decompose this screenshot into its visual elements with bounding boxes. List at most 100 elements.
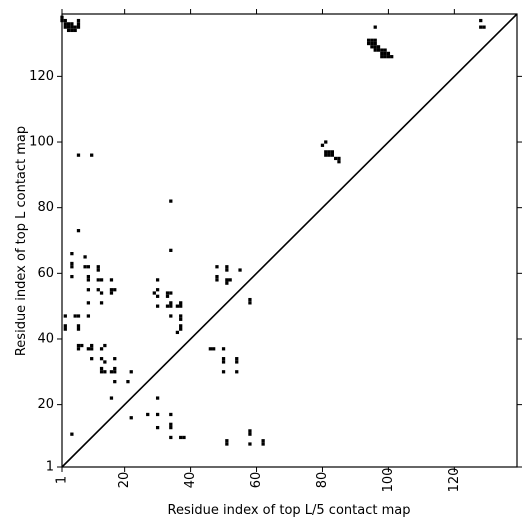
contact-point — [99, 301, 104, 305]
contact-point — [366, 41, 371, 46]
y-tick-label: 20 — [37, 397, 54, 412]
contact-point — [175, 330, 180, 335]
contact-point — [99, 366, 104, 371]
contact-point — [366, 38, 371, 42]
contact-point — [155, 396, 160, 400]
contact-point — [248, 297, 252, 302]
contact-point — [66, 28, 71, 33]
contact-point — [86, 274, 91, 279]
contact-point — [155, 412, 160, 417]
contact-point — [324, 153, 328, 157]
contact-point — [380, 48, 384, 52]
contact-point — [179, 435, 183, 440]
contact-point — [221, 347, 226, 351]
contact-point — [169, 314, 173, 318]
contact-point — [182, 435, 186, 440]
y-tick-label: 80 — [37, 200, 54, 215]
y-axis-label: Residue index of top L contact map — [14, 126, 29, 356]
contact-point — [76, 153, 81, 157]
contact-point — [96, 278, 100, 282]
contact-point — [80, 343, 84, 348]
contact-point — [90, 347, 94, 351]
contact-point — [96, 288, 100, 292]
contact-point — [334, 156, 338, 161]
contact-point — [383, 51, 387, 56]
contact-point — [248, 429, 252, 433]
contact-point — [99, 278, 104, 282]
contact-point — [373, 25, 377, 29]
contact-point — [165, 291, 170, 295]
contact-point — [70, 25, 74, 29]
contact-point — [337, 160, 341, 164]
contact-point — [225, 268, 229, 272]
contact-point — [169, 248, 173, 252]
contact-point — [63, 25, 67, 29]
contact-point — [225, 278, 229, 282]
contact-point — [324, 150, 328, 154]
contact-point — [376, 48, 381, 52]
contact-point — [103, 370, 107, 374]
contact-point — [113, 357, 117, 361]
contact-point — [63, 314, 67, 318]
contact-point — [76, 229, 81, 233]
y-tick-label: 1 — [46, 460, 54, 475]
contact-point — [179, 324, 183, 328]
contact-point — [86, 288, 91, 292]
contact-point — [169, 304, 173, 308]
contact-point — [337, 156, 341, 161]
contact-point — [248, 432, 252, 436]
contact-point — [109, 288, 114, 292]
contact-point — [103, 343, 107, 348]
contact-point — [479, 18, 483, 23]
contact-point — [99, 291, 104, 295]
contact-point — [225, 265, 229, 269]
contact-point — [370, 38, 374, 42]
contact-point — [76, 22, 81, 26]
contact-point — [390, 55, 394, 59]
contact-point — [129, 416, 133, 420]
contact-point — [169, 425, 173, 430]
contact-point — [113, 288, 117, 292]
contact-point — [179, 317, 183, 321]
contact-point — [83, 265, 87, 269]
contact-point — [66, 25, 71, 29]
contact-point — [76, 324, 81, 328]
contact-point — [169, 301, 173, 305]
contact-point — [376, 45, 381, 49]
contact-point — [126, 380, 130, 384]
contact-point — [169, 291, 173, 295]
contact-point — [169, 199, 173, 203]
contact-point — [70, 432, 74, 436]
contact-point — [330, 150, 334, 154]
contact-point — [261, 439, 265, 443]
contact-point — [96, 265, 100, 269]
x-axis-ticks: 1 20 40 60 80 100 120 — [55, 9, 462, 492]
contact-point — [86, 301, 91, 305]
contact-point — [380, 55, 384, 59]
contact-point — [179, 301, 183, 305]
contact-point — [129, 370, 133, 374]
x-tick-label: 80 — [315, 472, 330, 489]
contact-point — [208, 347, 212, 351]
contact-point — [113, 366, 117, 371]
contact-point — [179, 327, 183, 331]
contact-point — [235, 370, 239, 374]
contact-point — [70, 261, 74, 266]
contact-point — [386, 55, 391, 59]
contact-point — [99, 370, 104, 374]
contact-point — [169, 412, 173, 417]
contact-point — [169, 422, 173, 426]
contact-point — [228, 278, 232, 282]
y-tick-label: 60 — [37, 266, 54, 281]
contact-point — [235, 357, 239, 361]
contact-point — [109, 370, 114, 374]
contact-point — [248, 301, 252, 305]
contact-point — [373, 48, 377, 52]
contact-point — [113, 370, 117, 374]
contact-point — [225, 442, 229, 446]
y-tick-label: 100 — [29, 135, 54, 150]
contact-point — [70, 28, 74, 33]
contact-point — [215, 274, 219, 279]
contact-point — [90, 153, 94, 157]
